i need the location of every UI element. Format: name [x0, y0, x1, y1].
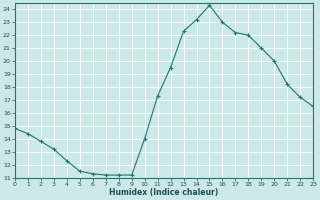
X-axis label: Humidex (Indice chaleur): Humidex (Indice chaleur) — [109, 188, 219, 197]
